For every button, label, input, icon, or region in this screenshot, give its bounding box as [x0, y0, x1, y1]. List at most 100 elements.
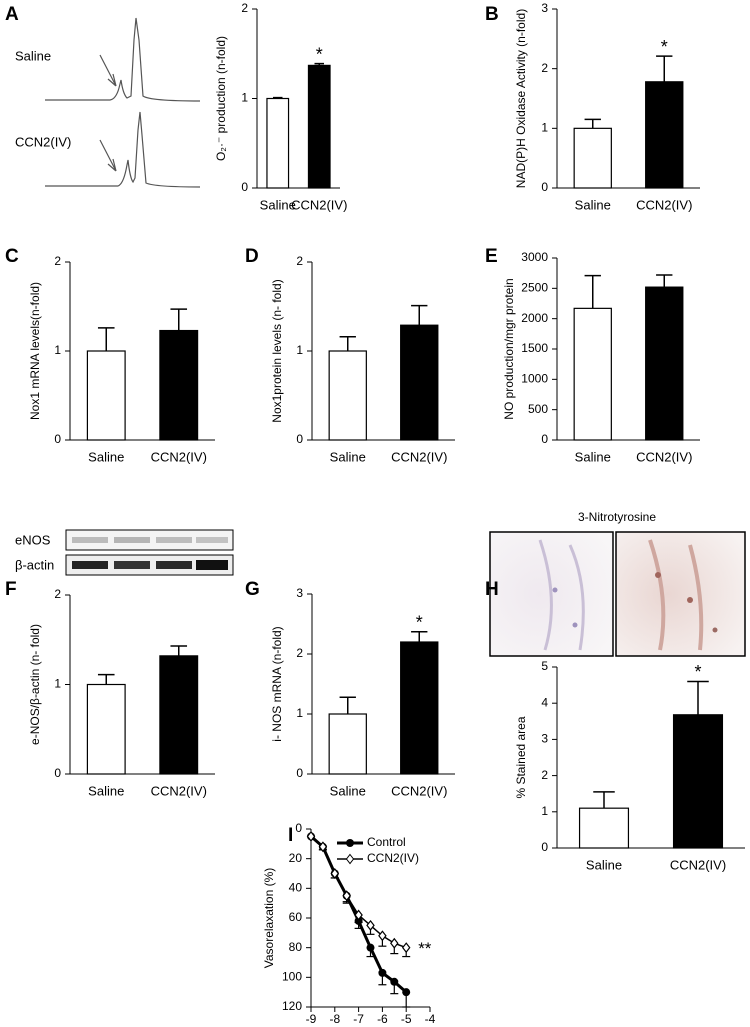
bar — [672, 714, 724, 849]
bar — [266, 97, 290, 189]
bar — [328, 713, 367, 775]
y-tick-label: 0 — [541, 840, 548, 854]
y-tick-label: 120 — [282, 999, 302, 1013]
significance-marker: * — [416, 613, 423, 633]
significance-marker: ** — [418, 939, 432, 958]
image-title: 3-Nitrotyrosine — [578, 510, 656, 524]
x-tick-label: Saline — [586, 857, 622, 872]
y-tick-label: 1500 — [521, 341, 548, 355]
bar — [578, 807, 630, 849]
legend-label: CCN2(IV) — [367, 851, 419, 865]
y-tick-label: 40 — [289, 881, 303, 895]
data-point — [318, 841, 328, 853]
x-tick-label: CCN2(IV) — [151, 783, 207, 798]
data-point — [366, 919, 375, 931]
panel-label: D — [245, 246, 259, 267]
bar — [307, 64, 331, 189]
x-tick-label: CCN2(IV) — [391, 449, 447, 464]
y-tick-label: 3 — [541, 732, 548, 746]
y-tick-label: 0 — [241, 180, 248, 194]
significance-marker: * — [661, 37, 668, 57]
y-tick-label: 2 — [241, 1, 248, 15]
y-tick-label: 1 — [541, 804, 548, 818]
data-point — [378, 930, 387, 942]
western-blot — [65, 529, 234, 576]
x-tick-label: CCN2(IV) — [291, 197, 347, 212]
data-point — [354, 909, 363, 921]
y-tick-label: 0 — [296, 766, 303, 780]
y-tick-label: 0 — [296, 432, 303, 446]
data-point — [390, 977, 399, 986]
x-tick-label: Saline — [88, 783, 124, 798]
y-tick-label: 3 — [296, 586, 303, 600]
y-tick-label: 1 — [541, 121, 548, 135]
panel-label: E — [485, 246, 498, 267]
legend-label: Control — [367, 835, 406, 849]
x-tick-label: CCN2(IV) — [391, 783, 447, 798]
significance-marker: * — [316, 44, 323, 64]
y-axis-label: Vasorelaxation (%) — [262, 868, 276, 969]
panel-label: A — [5, 4, 19, 25]
x-tick-label: CCN2(IV) — [670, 857, 726, 872]
y-tick-label: 3000 — [521, 250, 548, 264]
data-point — [342, 890, 351, 902]
x-tick-label: -7 — [353, 1012, 364, 1026]
image-label: Saline — [15, 48, 51, 63]
y-tick-label: 2 — [296, 646, 303, 660]
image-label: CCN2(IV) — [15, 134, 71, 149]
bar — [645, 286, 684, 441]
data-point — [401, 942, 411, 954]
x-tick-label: Saline — [575, 197, 611, 212]
bar — [645, 81, 684, 189]
bar — [86, 683, 126, 775]
x-tick-label: CCN2(IV) — [636, 449, 692, 464]
x-tick-label: -6 — [377, 1012, 388, 1026]
bar — [159, 655, 199, 775]
blot-label: eNOS — [15, 532, 51, 547]
panel-label: F — [5, 579, 17, 600]
x-tick-label: CCN2(IV) — [151, 449, 207, 464]
y-tick-label: 4 — [541, 695, 548, 709]
bar — [573, 307, 612, 441]
y-tick-label: 0 — [295, 821, 302, 835]
data-point — [366, 943, 375, 952]
x-tick-label: Saline — [575, 449, 611, 464]
y-tick-label: 3 — [541, 1, 548, 15]
data-point — [390, 937, 399, 949]
histology-images — [489, 531, 746, 657]
y-tick-label: 0 — [54, 432, 61, 446]
panel-label: G — [245, 579, 260, 600]
y-tick-label: 2500 — [521, 281, 548, 295]
y-axis-label: O₂·⁻ production (n-fold) — [214, 36, 228, 161]
y-tick-label: 500 — [528, 402, 548, 416]
bar — [328, 350, 367, 441]
bar — [159, 329, 199, 441]
y-axis-label: NAD(P)H Oxidase Activity (n-fold) — [514, 9, 528, 188]
y-tick-label: 2 — [541, 768, 548, 782]
y-axis-label: Nox1 mRNA levels(n-fold) — [28, 282, 42, 420]
bar — [400, 641, 439, 775]
y-axis-label: i- NOS mRNA (n-fold) — [270, 626, 284, 741]
panel-label: C — [5, 246, 19, 267]
blot-label: β-actin — [15, 557, 54, 572]
bar — [86, 350, 126, 441]
y-axis-label: Nox1protein levels (n- fold) — [270, 279, 284, 422]
x-tick-label: -5 — [401, 1012, 412, 1026]
y-tick-label: 2 — [541, 61, 548, 75]
y-tick-label: 2000 — [521, 311, 548, 325]
y-tick-label: 0 — [541, 180, 548, 194]
significance-marker: * — [694, 662, 701, 682]
y-tick-label: 1 — [54, 677, 61, 691]
y-tick-label: 2 — [296, 254, 303, 268]
panel-label: B — [485, 4, 499, 25]
y-axis-label: e-NOS/β-actin (n- fold) — [28, 624, 42, 745]
y-tick-label: 2 — [54, 254, 61, 268]
y-tick-label: 1 — [241, 91, 248, 105]
x-tick-label: -8 — [329, 1012, 340, 1026]
panel-label: H — [485, 579, 499, 600]
x-tick-label: Saline — [330, 783, 366, 798]
data-point — [306, 830, 316, 842]
x-tick-label: Saline — [88, 449, 124, 464]
data-point — [402, 988, 411, 997]
